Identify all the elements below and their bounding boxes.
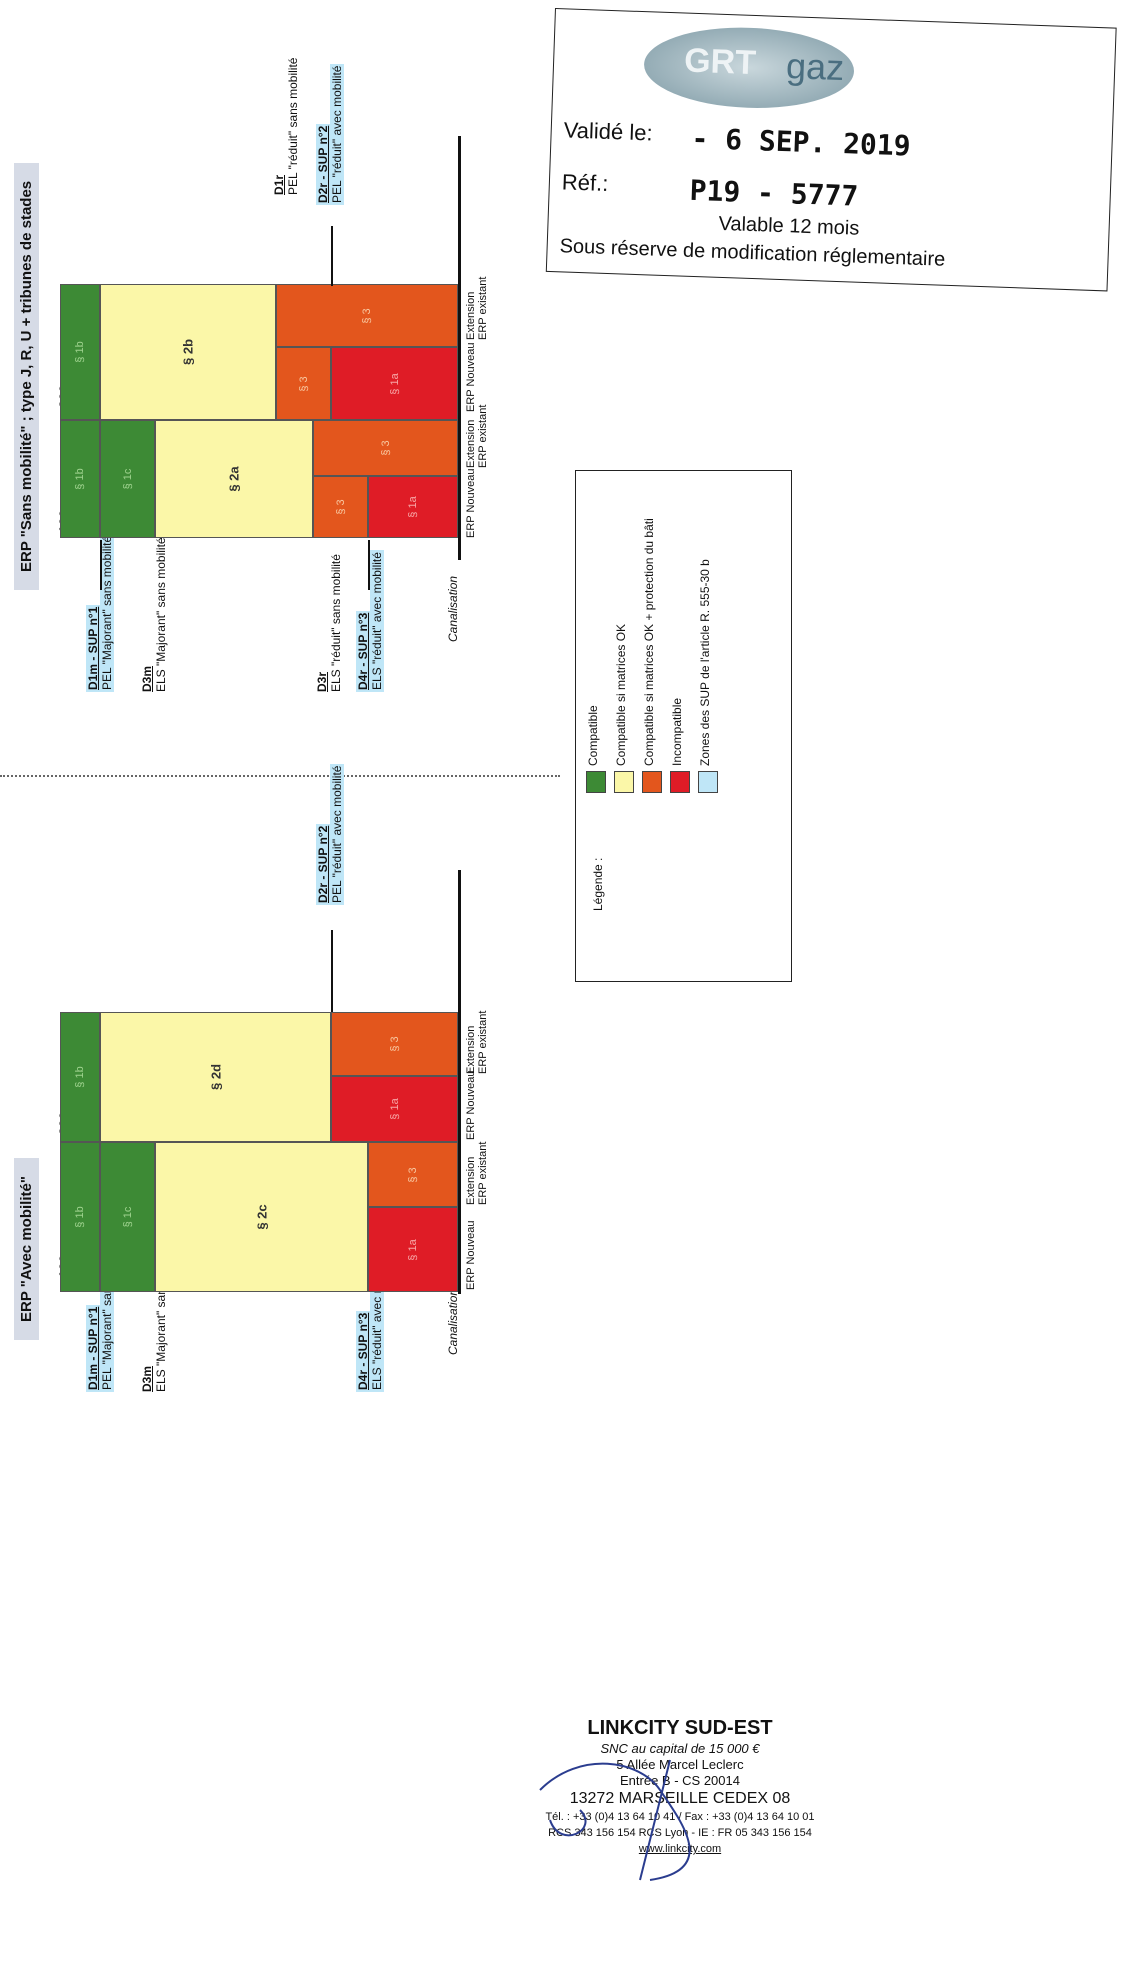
legend-item-protection: Compatible si matrices OK + protection d… bbox=[642, 518, 656, 766]
legend-swatch-blue bbox=[698, 771, 718, 793]
label-d3r: D3r ELS "réduit" sans mobilité bbox=[315, 554, 343, 692]
legend-item-matrices: Compatible si matrices OK bbox=[614, 623, 628, 766]
company-phone: Tél. : +33 (0)4 13 64 10 41 / Fax : +33 … bbox=[545, 1811, 815, 1823]
label-d1r: D1r PEL "réduit" sans mobilité bbox=[272, 57, 300, 195]
line-top-sup1 bbox=[100, 540, 102, 590]
stamp-valide-date: - 6 SEP. 2019 bbox=[690, 121, 912, 163]
stamp-ref-label: Réf.: bbox=[561, 169, 609, 196]
line-bottom-canalisation bbox=[458, 870, 461, 1294]
cell-top-1c: § 1c bbox=[100, 420, 155, 538]
stamp-valable: Valable 12 mois bbox=[718, 212, 860, 240]
label-bottom-d2r-sup2: D2r - SUP n°2 PEL "réduit" avec mobilité bbox=[316, 763, 344, 905]
company-address1: 5 Allée Marcel Leclerc bbox=[616, 1757, 744, 1772]
col-top-extension-2: Extension ERP existant bbox=[465, 276, 489, 340]
cell-top-3-b2: § 3 bbox=[276, 284, 458, 347]
stamp-ref-value: P19 - 5777 bbox=[689, 173, 859, 213]
cell-bottom-1b-b: § 1b bbox=[60, 1012, 100, 1142]
legend-box: Légende : Compatible Compatible si matri… bbox=[575, 470, 792, 982]
company-web[interactable]: www.linkcity.com bbox=[638, 1843, 722, 1855]
company-capital: SNC au capital de 15 000 € bbox=[600, 1741, 760, 1756]
legend-swatch-red bbox=[670, 771, 690, 793]
legend-swatch-yellow bbox=[614, 771, 634, 793]
cell-bottom-1c: § 1c bbox=[100, 1142, 155, 1292]
section-divider bbox=[0, 775, 560, 777]
company-address2: Entrée B - CS 20014 bbox=[620, 1773, 740, 1788]
cell-top-3-b1: § 3 bbox=[276, 347, 331, 420]
company-block: LINKCITY SUD-EST SNC au capital de 15 00… bbox=[470, 1715, 890, 1857]
line-top-sup2 bbox=[331, 226, 333, 286]
company-name: LINKCITY SUD-EST bbox=[587, 1717, 773, 1739]
cell-top-2a: § 2a bbox=[155, 420, 313, 538]
label-canalisation: Canalisation bbox=[446, 575, 460, 642]
line-bottom-sup2 bbox=[331, 930, 333, 1012]
col-bottom-nouveau-2: ERP Nouveau bbox=[465, 1070, 477, 1140]
cell-bottom-2d: § 2d bbox=[100, 1012, 331, 1142]
cell-bottom-1b-a: § 1b bbox=[60, 1142, 100, 1292]
cell-top-1a-a: § 1a bbox=[368, 476, 458, 538]
cell-bottom-1a-a: § 1a bbox=[368, 1207, 458, 1292]
validation-stamp: GRT gaz Validé le: - 6 SEP. 2019 Réf.: P… bbox=[545, 8, 1117, 292]
cell-bottom-3-b: § 3 bbox=[331, 1012, 458, 1076]
cell-bottom-1a-b: § 1a bbox=[331, 1076, 458, 1142]
legend-item-compatible: Compatible bbox=[586, 705, 600, 766]
label-d2r-sup2: D2r - SUP n°2 PEL "réduit" avec mobilité bbox=[316, 63, 344, 205]
legend-item-sup: Zones des SUP de l'article R. 555-30 b bbox=[698, 559, 712, 766]
col-bottom-extension-2: Extension ERP existant bbox=[465, 1010, 489, 1074]
company-rcs: RCS 343 156 154 RCS Lyon - IE : FR 05 34… bbox=[548, 1827, 812, 1839]
cell-top-1a-b: § 1a bbox=[331, 347, 458, 420]
stamp-valide-label: Validé le: bbox=[563, 117, 654, 146]
legend-item-incompatible: Incompatible bbox=[670, 697, 684, 766]
grtgaz-logo-gaz: gaz bbox=[785, 45, 845, 89]
col-top-extension-1: Extension ERP existant bbox=[465, 404, 489, 468]
legend-swatch-orange bbox=[642, 771, 662, 793]
col-top-nouveau-2: ERP Nouveau bbox=[465, 342, 477, 412]
cell-top-2b: § 2b bbox=[100, 284, 276, 420]
stamp-reserve: Sous réserve de modification réglementai… bbox=[559, 235, 946, 271]
legend-title: Légende : bbox=[591, 857, 605, 911]
signature-icon bbox=[539, 1759, 691, 1881]
label-d4r-sup3: D4r - SUP n°3 ELS "réduit" avec mobilité bbox=[356, 550, 384, 692]
col-top-nouveau-1: ERP Nouveau bbox=[465, 468, 477, 538]
col-bottom-extension-1: Extension ERP existant bbox=[465, 1141, 489, 1205]
legend-swatch-green bbox=[586, 771, 606, 793]
line-top-canalisation bbox=[458, 136, 461, 560]
company-address3: 13272 MARSEILLE CEDEX 08 bbox=[569, 1790, 791, 1807]
cell-bottom-2c: § 2c bbox=[155, 1142, 368, 1292]
label-bottom-canalisation: Canalisation bbox=[446, 1288, 460, 1355]
col-bottom-nouveau-1: ERP Nouveau bbox=[465, 1220, 477, 1290]
section-title-sans-mobilite: ERP "Sans mobilité" ; type J, R, U + tri… bbox=[14, 162, 39, 590]
line-top-sup3 bbox=[368, 540, 370, 590]
cell-top-1b-a: § 1b bbox=[60, 420, 100, 538]
cell-top-1b-b: § 1b bbox=[60, 284, 100, 420]
cell-top-3-a1: § 3 bbox=[313, 476, 368, 538]
grtgaz-logo-text: GRT bbox=[683, 41, 757, 83]
section-title-avec-mobilite: ERP "Avec mobilité" bbox=[14, 1158, 39, 1340]
cell-bottom-3-a: § 3 bbox=[368, 1142, 458, 1207]
cell-top-3-a2: § 3 bbox=[313, 420, 458, 476]
label-d3m: D3m ELS "Majorant" sans mobilité bbox=[140, 537, 168, 692]
